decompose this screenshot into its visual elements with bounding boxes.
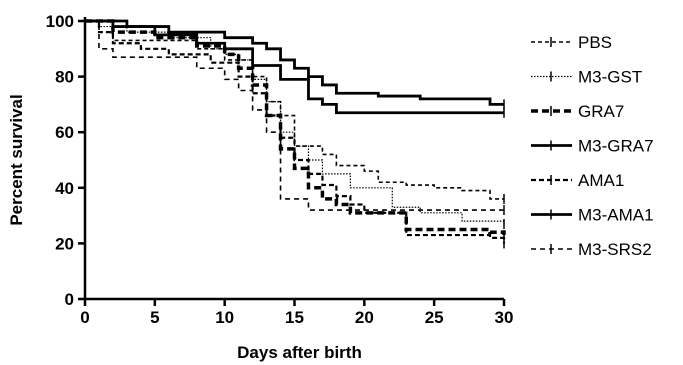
- y-tick-label: 100: [46, 12, 74, 31]
- y-tick-label: 0: [65, 290, 74, 309]
- x-axis-title: Days after birth: [237, 343, 362, 362]
- series-line: [85, 20, 504, 200]
- series-line: [85, 20, 505, 224]
- x-tick-label: 25: [425, 308, 444, 327]
- legend-label: M3-AMA1: [578, 206, 654, 225]
- legend-label: M3-GRA7: [578, 137, 654, 156]
- series-line: [85, 19, 504, 106]
- series-line: [85, 20, 504, 211]
- y-tick-label: 20: [55, 234, 74, 253]
- legend-label: GRA7: [578, 102, 624, 121]
- legend-label: AMA1: [578, 171, 624, 190]
- x-tick-label: 5: [150, 308, 159, 327]
- legend-label: M3-GST: [578, 68, 642, 87]
- x-tick-label: 0: [80, 308, 89, 327]
- legend-label: PBS: [578, 33, 612, 52]
- legend-label: M3-SRS2: [578, 240, 652, 259]
- y-tick-label: 60: [55, 123, 74, 142]
- y-axis-title: Percent survival: [7, 94, 26, 225]
- y-tick-label: 80: [55, 68, 74, 87]
- legend: PBS M3-GST GRA7 M3-GRA7 AMA1 M3-AMA1 M3-SRS2: [531, 33, 654, 259]
- y-tick-label: 40: [55, 179, 74, 198]
- x-tick-label: 20: [355, 308, 374, 327]
- axes: 0 20 40 60 80 100 0 5 10 15 20 25 30: [46, 12, 514, 327]
- x-tick-label: 30: [495, 308, 514, 327]
- x-tick-label: 10: [215, 308, 234, 327]
- x-tick-label: 15: [285, 308, 304, 327]
- series-line: [85, 19, 504, 115]
- plot-area: [85, 19, 506, 249]
- series-line: [85, 19, 506, 244]
